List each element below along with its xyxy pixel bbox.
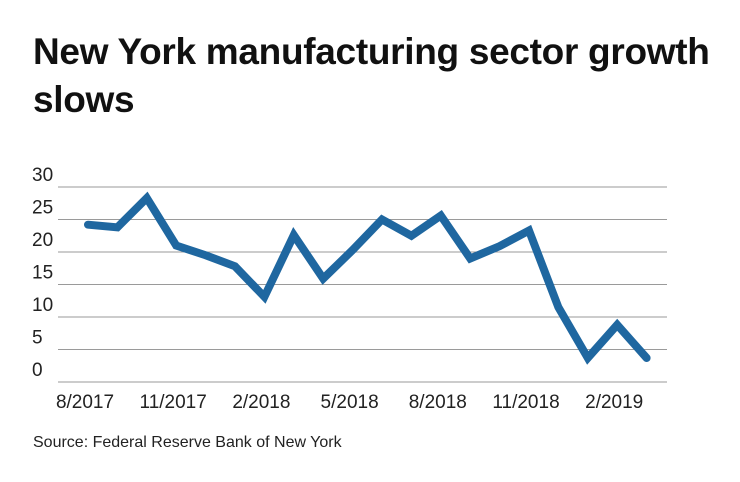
chart-title: New York manufacturing sector growth slo… (33, 31, 710, 120)
y-tick-label: 15 (32, 263, 53, 284)
y-tick-label: 20 (32, 230, 53, 251)
x-tick-label: 8/2017 (56, 392, 114, 413)
data-point (146, 197, 148, 199)
y-tick-label: 25 (32, 198, 53, 219)
x-tick-label: 5/2018 (321, 392, 379, 413)
data-point (205, 254, 207, 256)
data-point (410, 235, 412, 237)
data-point (87, 224, 89, 226)
data-point (557, 306, 559, 308)
data-point (293, 234, 295, 236)
data-point (352, 249, 354, 251)
data-point (646, 357, 648, 359)
data-point (322, 278, 324, 280)
data-point (616, 324, 618, 326)
data-point (175, 245, 177, 246)
data-point (528, 230, 530, 232)
x-tick-label: 2/2019 (585, 392, 643, 413)
y-tick-label: 30 (32, 165, 53, 186)
data-point (499, 245, 501, 247)
data-point (381, 219, 383, 220)
series-line (84, 191, 651, 365)
data-point (469, 258, 471, 259)
x-tick-label: 8/2018 (409, 392, 467, 413)
data-point (587, 357, 589, 359)
source-note: Source: Federal Reserve Bank of New York (33, 434, 342, 451)
x-tick-label: 11/2017 (140, 392, 207, 413)
data-point (234, 265, 236, 267)
y-tick-label: 0 (32, 360, 43, 381)
y-tick-label: 10 (32, 295, 53, 316)
data-point (263, 296, 265, 298)
data-point (116, 226, 118, 228)
data-point (440, 215, 442, 217)
y-tick-label: 5 (32, 328, 43, 349)
x-tick-label: 11/2018 (492, 392, 559, 413)
x-tick-label: 2/2018 (232, 392, 290, 413)
